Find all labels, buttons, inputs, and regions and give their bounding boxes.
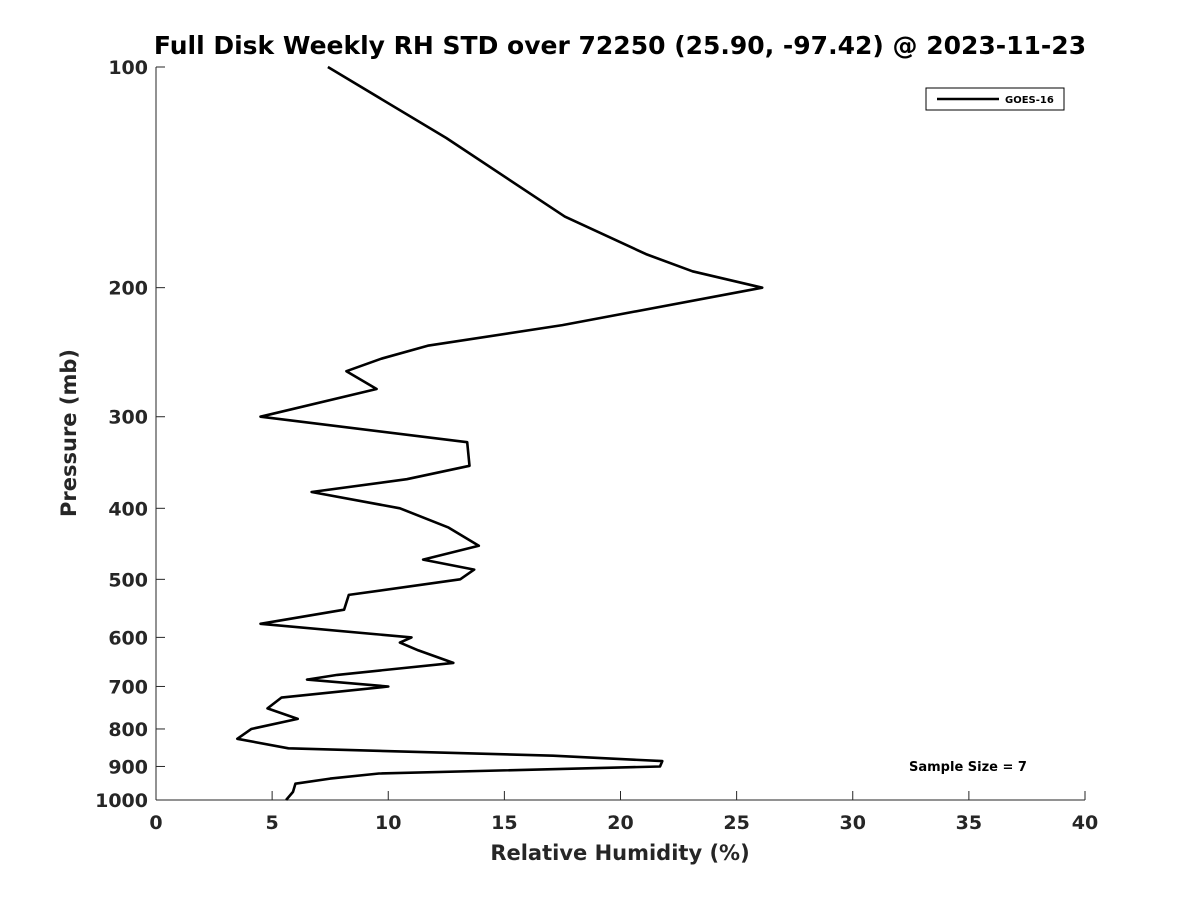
x-tick-label: 40: [1072, 812, 1098, 834]
y-axis-ticks: 100 200 300 400 500 600 700 800 900 1000: [95, 57, 165, 812]
x-tick-label: 20: [607, 812, 633, 834]
x-tick-label: 15: [491, 812, 517, 834]
legend-entry-label: GOES-16: [1005, 95, 1054, 106]
y-tick-label: 900: [108, 756, 148, 778]
y-tick-label: 400: [108, 498, 148, 520]
y-axis-label: Pressure (mb): [57, 349, 81, 517]
x-axis-ticks: 0 5 10 15 20 25 30 35 40: [149, 791, 1098, 834]
y-tick-label: 1000: [95, 790, 148, 812]
chart-title: Full Disk Weekly RH STD over 72250 (25.9…: [154, 31, 1086, 60]
x-tick-label: 35: [956, 812, 982, 834]
y-tick-label: 700: [108, 676, 148, 698]
series-lines: [236, 65, 764, 801]
x-axis-label: Relative Humidity (%): [490, 841, 749, 865]
y-tick-label: 300: [108, 407, 148, 429]
y-tick-label: 600: [108, 627, 148, 649]
x-tick-label: 25: [723, 812, 749, 834]
series-line-goes-16: [236, 65, 764, 801]
legend: GOES-16: [925, 87, 1065, 111]
y-tick-label: 200: [108, 278, 148, 300]
x-tick-label: 30: [840, 812, 866, 834]
x-tick-label: 0: [149, 812, 162, 834]
x-tick-label: 5: [266, 812, 279, 834]
y-tick-label: 800: [108, 719, 148, 741]
x-tick-label: 10: [375, 812, 401, 834]
y-tick-label: 500: [108, 569, 148, 591]
sample-size-annotation: Sample Size = 7: [909, 760, 1027, 775]
y-tick-label: 100: [108, 57, 148, 79]
